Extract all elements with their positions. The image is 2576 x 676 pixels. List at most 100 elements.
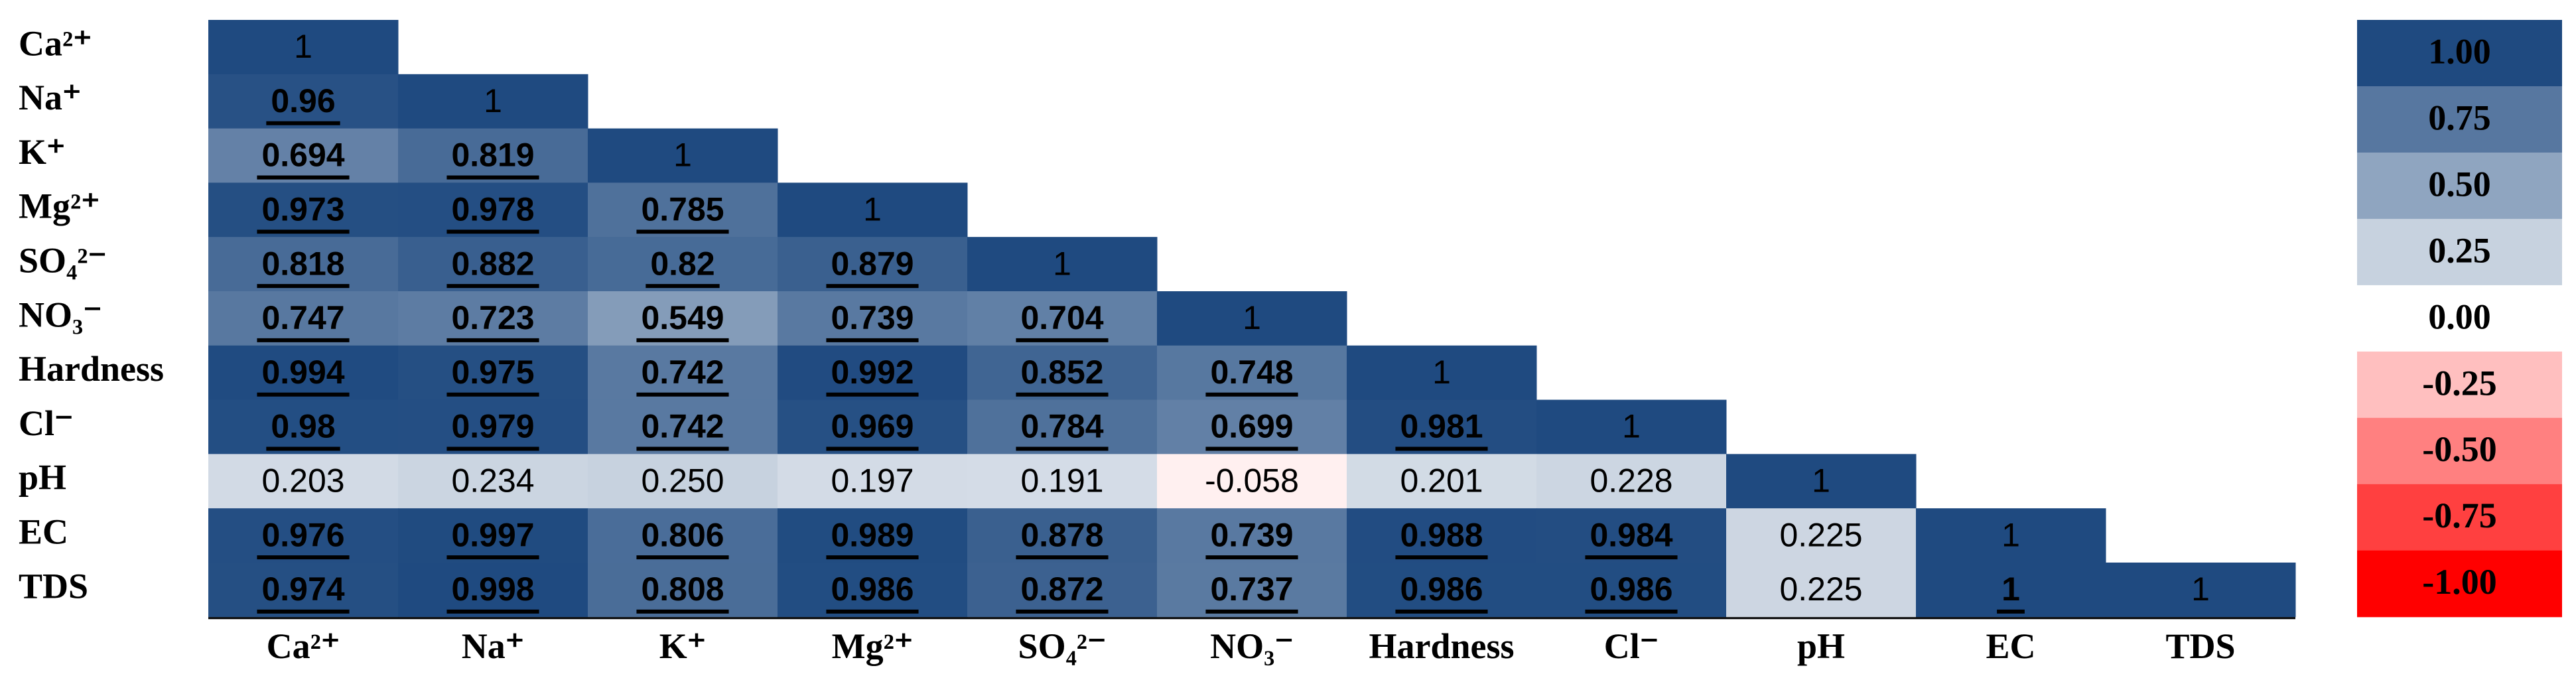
- heatmap-cell: [778, 291, 968, 346]
- y-tick-label: Cl⁻: [19, 403, 74, 443]
- colorbar-label: -0.75: [2422, 496, 2496, 535]
- cell-label: 0.98: [271, 408, 335, 445]
- colorbar-cell: [2357, 86, 2562, 153]
- heatmap-cell: [778, 454, 968, 509]
- cell-label: 0.978: [451, 191, 534, 228]
- y-tick-label: Hardness: [19, 349, 164, 389]
- cell-label: 0.228: [1590, 462, 1672, 500]
- cell-label: 0.989: [831, 516, 914, 553]
- heatmap-cell: [1157, 345, 1347, 401]
- cell-label: 0.203: [261, 462, 344, 500]
- colorbar-label: -1.00: [2422, 562, 2496, 602]
- heatmap-cell: [1157, 291, 1347, 346]
- colorbar-cell: [2357, 218, 2562, 286]
- heatmap-cell: [208, 345, 399, 401]
- heatmap-cell: [1157, 508, 1347, 563]
- y-tick-label: pH: [19, 458, 66, 498]
- heatmap-cell: [588, 508, 778, 563]
- heatmap-cell: [588, 128, 778, 183]
- cell-label: 0.234: [451, 462, 534, 500]
- heatmap-cell: [398, 345, 588, 401]
- heatmap-cell: [588, 345, 778, 401]
- x-tick-label: pH: [1797, 626, 1845, 666]
- colorbar-cell: [2357, 152, 2562, 220]
- cell-label: 0.976: [261, 516, 344, 553]
- cell-label: 0.882: [451, 245, 534, 282]
- x-tick-label: Na⁺: [462, 626, 525, 666]
- heatmap-cell: [967, 399, 1158, 454]
- heatmap-cell: [1347, 454, 1537, 509]
- heatmap-cell: [778, 345, 968, 401]
- heatmap-cell: [967, 237, 1158, 292]
- heatmap-cell: [588, 454, 778, 509]
- colorbar-cell: [2357, 484, 2562, 551]
- cell-label: 0.82: [650, 245, 714, 282]
- heatmap-cell: [588, 291, 778, 346]
- heatmap-cell: [1157, 399, 1347, 454]
- heatmap-cell: [967, 345, 1158, 401]
- cell-label: 0.784: [1020, 408, 1103, 445]
- heatmap-cell: [778, 563, 968, 618]
- cell-label: 0.737: [1210, 571, 1293, 608]
- cell-label: 0.250: [641, 462, 724, 500]
- heatmap-cell: [588, 182, 778, 237]
- y-tick-label: K⁺: [19, 132, 66, 172]
- cell-label: 0.225: [1779, 516, 1862, 553]
- heatmap-cell: [208, 454, 399, 509]
- heatmap-cell: [398, 508, 588, 563]
- heatmap-cell: [1536, 454, 1727, 509]
- cell-label: 0.739: [1210, 516, 1293, 553]
- colorbar-cell: [2357, 351, 2562, 419]
- heatmap-cell: [208, 182, 399, 237]
- heatmap-cell: [588, 399, 778, 454]
- cell-label: 1: [2001, 571, 2020, 608]
- cell-label: 1: [673, 137, 692, 174]
- cell-label: 1: [2001, 516, 2020, 553]
- heatmap-cell: [208, 399, 399, 454]
- heatmap-cell: [398, 291, 588, 346]
- heatmap-cell: [1157, 563, 1347, 618]
- colorbar-cell: [2357, 417, 2562, 485]
- cell-label: 0.197: [831, 462, 914, 500]
- heatmap-cell: [1916, 508, 2106, 563]
- cell-label: 0.723: [451, 299, 534, 336]
- cell-label: 1: [1622, 408, 1641, 445]
- heatmap-cell: [398, 182, 588, 237]
- heatmap-cell: [967, 291, 1158, 346]
- heatmap-cell: [1726, 454, 1917, 509]
- y-tick-label: Ca²⁺: [19, 23, 92, 63]
- cell-label: 0.879: [831, 245, 914, 282]
- cell-label: 0.878: [1020, 516, 1103, 553]
- y-tick-label: NO₃⁻: [19, 295, 102, 334]
- cell-label: 0.992: [831, 354, 914, 391]
- heatmap-cell: [588, 237, 778, 292]
- cell-label: 0.549: [641, 299, 724, 336]
- heatmap-cell: [208, 291, 399, 346]
- heatmap-cell: [588, 563, 778, 618]
- cell-label: 1: [484, 82, 502, 119]
- heatmap-cell: [1726, 563, 1917, 618]
- cell-label: 0.988: [1400, 516, 1483, 553]
- x-tick-label: K⁺: [659, 626, 707, 666]
- heatmap-cell: [778, 508, 968, 563]
- cell-label: 1: [1243, 299, 1261, 336]
- x-tick-label: NO₃⁻: [1210, 626, 1294, 666]
- colorbar-label: -0.25: [2422, 363, 2496, 403]
- colorbar-label: -0.50: [2422, 429, 2496, 469]
- heatmap-cell: [778, 182, 968, 237]
- colorbar-label: 0.25: [2428, 230, 2491, 270]
- colorbar-label: 0.50: [2428, 164, 2491, 204]
- heatmap-cell: [1726, 508, 1917, 563]
- heatmap-cell: [208, 237, 399, 292]
- heatmap-cell: [1536, 508, 1727, 563]
- cell-label: 0.974: [261, 571, 344, 608]
- x-tick-label: Ca²⁺: [267, 626, 340, 666]
- heatmap-cell: [1347, 563, 1537, 618]
- heatmap-cell: [208, 20, 399, 75]
- cell-label: 0.981: [1400, 408, 1483, 445]
- cell-label: 0.806: [641, 516, 724, 553]
- cell-label: 0.986: [831, 571, 914, 608]
- cell-label: 0.994: [261, 354, 344, 391]
- x-tick-label: EC: [1986, 626, 2035, 666]
- cell-label: 0.742: [641, 408, 724, 445]
